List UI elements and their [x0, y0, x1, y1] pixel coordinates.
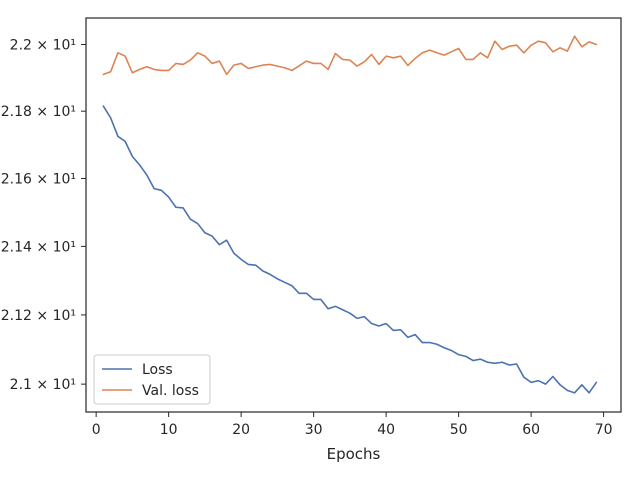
y-axis: 2.1 × 10¹ 2.12 × 10¹ 2.14 × 10¹ 2.16 × 10¹ 2…: [1, 38, 86, 393]
plot-frame: [85, 17, 622, 413]
series-line-0: [102, 105, 598, 394]
legend-label-1: Val. loss: [142, 383, 199, 399]
legend: Loss Val. loss: [93, 354, 211, 405]
x-axis: 0 10 20 30 40 50 60 70: [92, 412, 613, 438]
x-tick-label: 30: [305, 422, 323, 438]
y-tick-label: 2.14 × 10¹: [1, 239, 76, 255]
x-tick-label: 40: [377, 422, 395, 438]
x-tick-label: 10: [160, 422, 178, 438]
x-tick-label: 50: [450, 422, 468, 438]
y-tick-label: 2.12 × 10¹: [1, 308, 76, 324]
x-tick-label: 20: [232, 422, 250, 438]
y-tick-label: 2.1 × 10¹: [10, 377, 76, 393]
series-lines: [102, 35, 598, 394]
legend-box: [93, 354, 211, 405]
y-tick-label: 2.16 × 10¹: [1, 171, 76, 187]
x-axis-title: Epochs: [327, 445, 381, 463]
series-line-1: [102, 35, 598, 76]
legend-label-0: Loss: [142, 362, 173, 378]
x-tick-label: 60: [522, 422, 540, 438]
y-tick-label: 2.2 × 10¹: [10, 38, 76, 54]
x-tick-label: 70: [595, 422, 613, 438]
y-tick-label: 2.18 × 10¹: [1, 104, 76, 120]
x-tick-label: 0: [92, 422, 101, 438]
